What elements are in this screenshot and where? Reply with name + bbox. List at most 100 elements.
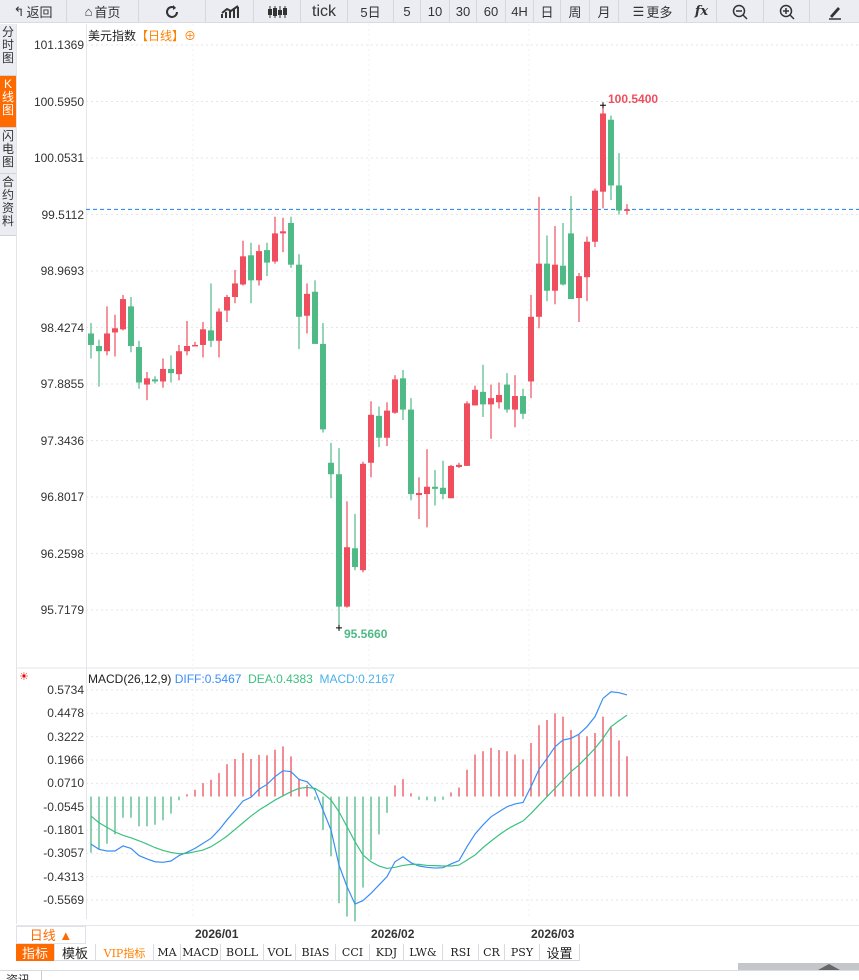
left-view-tabs: 分时图 K线图 闪电图 合约资料 bbox=[0, 24, 16, 236]
tab-rsi[interactable]: RSI bbox=[443, 944, 479, 961]
candle-body bbox=[400, 378, 406, 410]
candle bbox=[168, 355, 174, 383]
tab-indicators[interactable]: 指标 bbox=[16, 944, 55, 961]
candle bbox=[272, 216, 278, 264]
zoom-in-button[interactable] bbox=[764, 0, 810, 23]
candle bbox=[408, 398, 414, 501]
pen-icon bbox=[828, 6, 841, 20]
candle bbox=[496, 382, 502, 409]
period-label: 【日线】 bbox=[136, 29, 185, 43]
candle bbox=[608, 115, 614, 201]
candle-body bbox=[304, 293, 310, 316]
price-tick-label: 96.2598 bbox=[40, 546, 84, 561]
candle-body bbox=[248, 255, 254, 281]
period-week[interactable]: 周 bbox=[561, 0, 590, 23]
tab-flash-chart[interactable]: 闪电图 bbox=[0, 128, 16, 174]
tab-settings[interactable]: 设置 bbox=[540, 944, 580, 961]
refresh-button[interactable] bbox=[139, 0, 206, 23]
formula-button[interactable]: fx bbox=[687, 0, 717, 23]
tab-timeshare[interactable]: 分时图 bbox=[0, 24, 16, 76]
period-5min[interactable]: 5 bbox=[394, 0, 421, 23]
zoom-in-icon bbox=[779, 4, 795, 20]
candle-body bbox=[352, 548, 358, 568]
tab-cci[interactable]: CCI bbox=[336, 944, 370, 961]
candle bbox=[152, 376, 158, 384]
candle bbox=[568, 195, 574, 300]
tab-boll[interactable]: BOLL bbox=[221, 944, 264, 961]
macd-tick-label: -0.0545 bbox=[43, 799, 84, 814]
candle bbox=[208, 283, 214, 348]
min-marker-icon bbox=[336, 624, 342, 631]
draw-button[interactable] bbox=[810, 0, 859, 23]
candle-body bbox=[528, 316, 534, 382]
date-tick-label: 2026/03 bbox=[531, 927, 575, 941]
candle bbox=[288, 216, 294, 268]
period-5day[interactable]: 5日 bbox=[348, 0, 394, 23]
period-month[interactable]: 月 bbox=[590, 0, 619, 23]
tab-lw[interactable]: LW& bbox=[404, 944, 443, 961]
candle-body bbox=[136, 347, 142, 383]
home-button[interactable]: ⌂ 首页 bbox=[67, 0, 139, 23]
candle-body bbox=[424, 486, 430, 495]
period-4h[interactable]: 4H bbox=[506, 0, 534, 23]
candle-body bbox=[320, 343, 326, 430]
candle-body bbox=[192, 344, 198, 347]
candle-body bbox=[176, 351, 182, 375]
candle-body bbox=[480, 391, 486, 405]
macd-tick-label: 0.5734 bbox=[47, 683, 84, 697]
more-button[interactable]: ☰ 更多 bbox=[619, 0, 687, 23]
period-30min[interactable]: 30 bbox=[450, 0, 477, 23]
candle-body bbox=[232, 283, 238, 297]
macd-value: MACD:0.2167 bbox=[319, 672, 395, 686]
tab-news[interactable]: 资讯 bbox=[0, 971, 42, 980]
chart-type-button[interactable] bbox=[206, 0, 254, 23]
macd-tick-label: 0.4478 bbox=[47, 706, 84, 721]
candle-body bbox=[216, 311, 222, 341]
tab-contract-info[interactable]: 合约资料 bbox=[0, 174, 16, 236]
candle-body bbox=[544, 263, 550, 291]
horizontal-scrollbar[interactable] bbox=[738, 963, 859, 971]
tab-bias[interactable]: BIAS bbox=[296, 944, 336, 961]
period-10min[interactable]: 10 bbox=[421, 0, 450, 23]
tab-macd[interactable]: MACD bbox=[181, 944, 221, 961]
candle bbox=[312, 280, 318, 344]
zoom-out-button[interactable] bbox=[717, 0, 764, 23]
candle bbox=[256, 244, 262, 286]
candle-body bbox=[200, 329, 206, 345]
candle bbox=[160, 358, 166, 388]
range-button[interactable]: 日线 ▲ bbox=[16, 926, 86, 944]
period-60min[interactable]: 60 bbox=[477, 0, 506, 23]
add-compare-icon[interactable]: ⊕ bbox=[184, 29, 197, 43]
candle-body bbox=[288, 222, 294, 265]
candle bbox=[104, 306, 110, 356]
candle bbox=[504, 373, 510, 413]
indicator-settings-icon[interactable]: ☀ bbox=[19, 671, 29, 683]
candle-body bbox=[368, 414, 374, 463]
price-tick-label: 98.4274 bbox=[40, 320, 84, 335]
toolbar: ↰ 返回 ⌂ 首页 tick 5日 5 10 30 60 4H 日 周 月 ☰ 更多 … bbox=[0, 0, 859, 23]
max-marker-icon bbox=[600, 102, 606, 109]
candle bbox=[296, 254, 302, 350]
tab-template[interactable]: 模板 bbox=[55, 944, 96, 961]
period-day[interactable]: 日 bbox=[534, 0, 561, 23]
candle-button[interactable] bbox=[254, 0, 301, 23]
tab-ma[interactable]: MA bbox=[154, 944, 181, 961]
tab-kline[interactable]: K线图 bbox=[0, 76, 16, 128]
candle-body bbox=[120, 299, 126, 330]
tab-vip-indicators[interactable]: VIP指标 bbox=[96, 944, 154, 961]
candle-body bbox=[184, 345, 190, 352]
period-tick[interactable]: tick bbox=[301, 0, 348, 23]
back-button[interactable]: ↰ 返回 bbox=[0, 0, 67, 23]
candle-body bbox=[592, 190, 598, 242]
tab-kdj[interactable]: KDJ bbox=[370, 944, 404, 961]
candle-body bbox=[240, 256, 246, 285]
candle-body bbox=[512, 396, 518, 410]
scroll-up-arrow-icon[interactable] bbox=[818, 964, 840, 970]
tab-vol[interactable]: VOL bbox=[264, 944, 296, 961]
candle-body bbox=[624, 209, 630, 211]
tab-cr[interactable]: CR bbox=[479, 944, 505, 961]
home-icon: ⌂ bbox=[84, 4, 93, 19]
tab-psy[interactable]: PSY bbox=[505, 944, 540, 961]
candle-body bbox=[496, 394, 502, 403]
